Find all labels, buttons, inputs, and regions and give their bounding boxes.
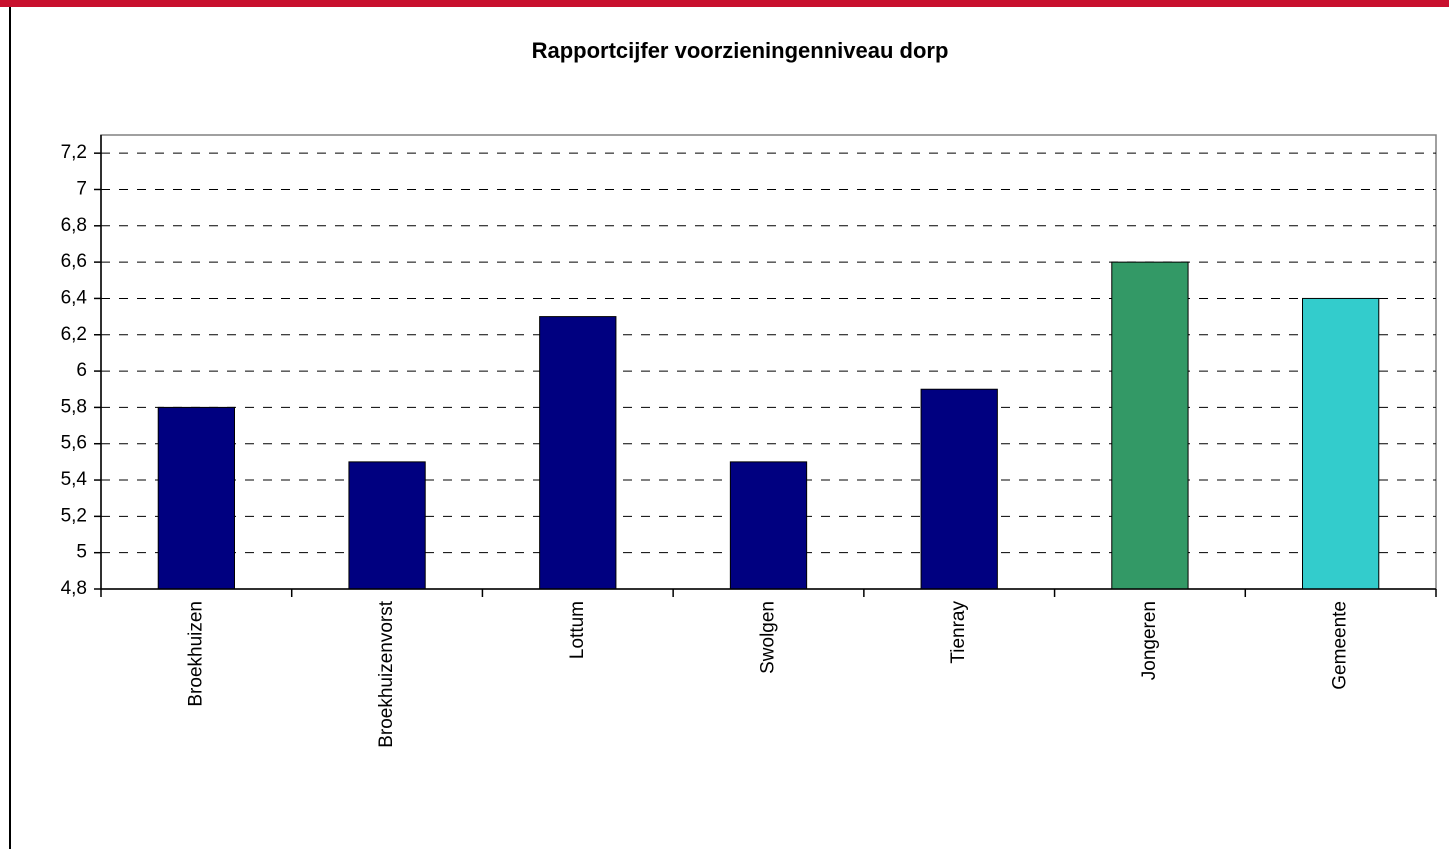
chart-title: Rapportcijfer voorzieningenniveau dorp — [532, 38, 949, 63]
y-tick-label: 5,8 — [61, 396, 87, 417]
bar — [1111, 261, 1189, 590]
y-tick-label: 6,8 — [61, 215, 87, 236]
x-tick-label: Broekhuizen — [185, 601, 206, 707]
x-tick-label: Lottum — [567, 601, 588, 659]
x-tick-label: Broekhuizenvorst — [376, 600, 397, 748]
bar — [1302, 297, 1380, 590]
bar — [348, 461, 426, 590]
x-tick-label: Swolgen — [758, 601, 779, 674]
y-tick-label: 6,2 — [61, 324, 87, 345]
x-tick-label: Gemeente — [1330, 601, 1351, 690]
x-tick-label: Jongeren — [1139, 601, 1160, 680]
y-tick-label: 6,4 — [61, 287, 88, 308]
y-tick-label: 7 — [76, 178, 87, 199]
y-tick-label: 5 — [76, 542, 87, 563]
x-tick-label: Tienray — [948, 601, 969, 664]
bar — [157, 406, 235, 590]
y-tick-label: 4,8 — [61, 578, 87, 599]
bar — [729, 461, 808, 590]
top-bar — [0, 0, 1449, 7]
y-tick-label: 5,2 — [61, 505, 87, 526]
bar — [539, 316, 617, 590]
y-tick-label: 7,2 — [61, 142, 87, 163]
bar — [920, 388, 998, 590]
y-tick-label: 6,6 — [61, 251, 87, 272]
y-tick-label: 5,6 — [61, 433, 87, 454]
y-tick-label: 5,4 — [61, 469, 88, 490]
y-tick-label: 6 — [76, 360, 87, 381]
